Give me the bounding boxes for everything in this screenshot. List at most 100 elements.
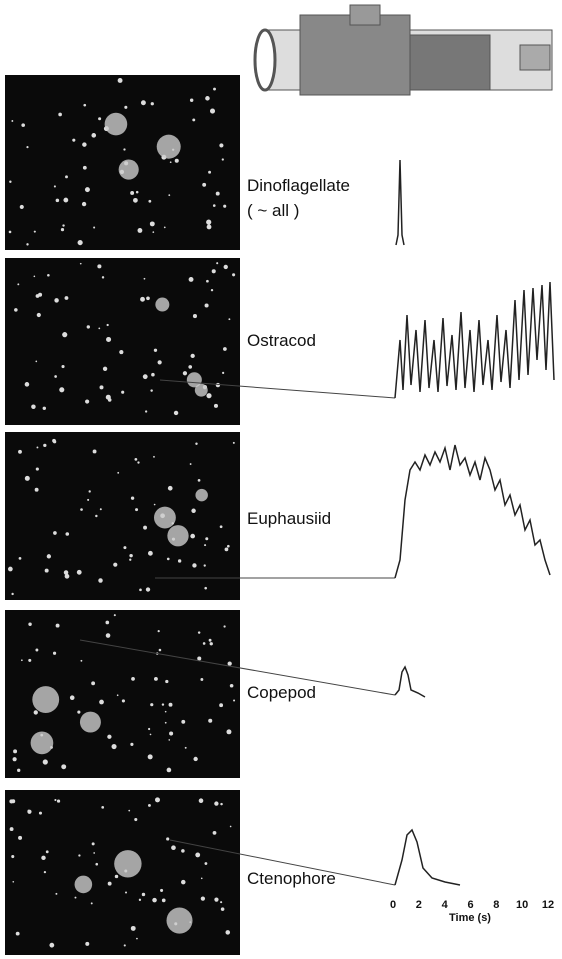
photo-speck — [36, 294, 40, 298]
photo — [5, 432, 240, 600]
time-axis: 024681012 — [390, 899, 554, 911]
photo-speck — [195, 443, 197, 445]
photo-speck — [142, 893, 145, 896]
photo-speck — [107, 324, 109, 326]
photo-speck — [80, 508, 83, 511]
photo-speck — [108, 398, 112, 402]
photo-speck — [139, 899, 141, 901]
photo-speck — [209, 639, 212, 642]
photo-speck — [97, 264, 101, 268]
photo-speck — [106, 633, 111, 638]
photo-speck — [20, 205, 24, 209]
photo-speck — [183, 371, 187, 375]
photo-speck — [165, 680, 168, 683]
photo-speck — [232, 273, 235, 276]
photo-speck — [31, 405, 35, 409]
photo-speck — [44, 871, 46, 873]
photo-speck — [154, 349, 157, 352]
photo-speck — [146, 587, 150, 591]
photo-speck — [198, 479, 201, 482]
photo-speck — [178, 559, 181, 562]
photo-speck — [204, 564, 206, 566]
photo-speck — [148, 551, 153, 556]
photo-speck — [58, 113, 62, 117]
photo-speck — [158, 630, 160, 632]
photo-speck — [210, 108, 215, 113]
photo-speck — [181, 849, 185, 853]
photo-glow — [114, 850, 141, 877]
photo-speck — [17, 283, 19, 285]
photo-speck — [150, 389, 152, 391]
photo-glow — [166, 908, 192, 934]
photo-speck — [85, 400, 89, 404]
photo-speck — [100, 508, 102, 510]
photo-speck — [150, 703, 153, 706]
photo-speck — [202, 183, 206, 187]
tick-label: 4 — [442, 899, 449, 911]
tick-label: 2 — [416, 899, 422, 911]
photo-speck — [103, 367, 107, 371]
photo-speck — [154, 504, 156, 506]
photo-speck — [219, 703, 223, 707]
photo-speck — [204, 544, 206, 546]
photo-speck — [134, 458, 137, 461]
photo-speck — [91, 681, 95, 685]
photo-speck — [117, 694, 119, 696]
photo-speck — [101, 806, 104, 809]
photo-speck — [190, 463, 192, 465]
photo-glow — [155, 298, 169, 312]
photo-speck — [9, 231, 12, 234]
photo-speck — [78, 854, 80, 856]
photo-speck — [53, 652, 56, 655]
photo-speck — [216, 383, 220, 387]
photo-speck — [39, 812, 42, 815]
photo-speck — [28, 659, 31, 662]
photo-speck — [154, 677, 158, 681]
photo-speck — [191, 509, 195, 513]
tick-label: 6 — [467, 899, 473, 911]
photo-speck — [200, 678, 203, 681]
photo-speck — [53, 531, 57, 535]
photo-speck — [166, 837, 169, 840]
photo-speck — [206, 393, 211, 398]
photo-speck — [125, 891, 127, 893]
photo-speck — [18, 450, 22, 454]
photo-speck — [170, 161, 172, 163]
photo-speck — [95, 863, 98, 866]
photo-speck — [191, 354, 195, 358]
photo-speck — [61, 228, 64, 231]
photo-speck — [188, 365, 192, 369]
photo-speck — [205, 537, 208, 540]
photo-speck — [61, 764, 66, 769]
photo-speck — [54, 298, 58, 302]
photo-speck — [18, 836, 22, 840]
photo-speck — [213, 831, 217, 835]
photo-speck — [107, 735, 111, 739]
photo-speck — [65, 175, 68, 178]
photo-speck — [100, 385, 104, 389]
photo-speck — [168, 739, 170, 741]
photo-speck — [162, 703, 164, 705]
photo-speck — [80, 660, 82, 662]
photo-speck — [143, 374, 148, 379]
photo-speck — [190, 99, 193, 102]
photo-speck — [34, 276, 36, 278]
photo-speck — [35, 649, 38, 652]
photo-speck — [230, 684, 234, 688]
photo-speck — [208, 719, 212, 723]
photo-speck — [54, 799, 56, 801]
photo-speck — [65, 574, 70, 579]
photo-speck — [143, 526, 147, 530]
panel-label: Dinoflagellate — [247, 176, 350, 195]
photo-speck — [78, 240, 83, 245]
photo-speck — [159, 649, 162, 652]
photo-speck — [227, 545, 230, 548]
photo-speck — [128, 810, 130, 812]
photo-speck — [98, 578, 102, 582]
photo-speck — [150, 221, 155, 226]
photo-speck — [54, 375, 57, 378]
photo-speck — [193, 757, 197, 761]
panel-label: Euphausiid — [247, 509, 331, 528]
photo-speck — [233, 699, 235, 701]
photo-speck — [204, 587, 207, 590]
